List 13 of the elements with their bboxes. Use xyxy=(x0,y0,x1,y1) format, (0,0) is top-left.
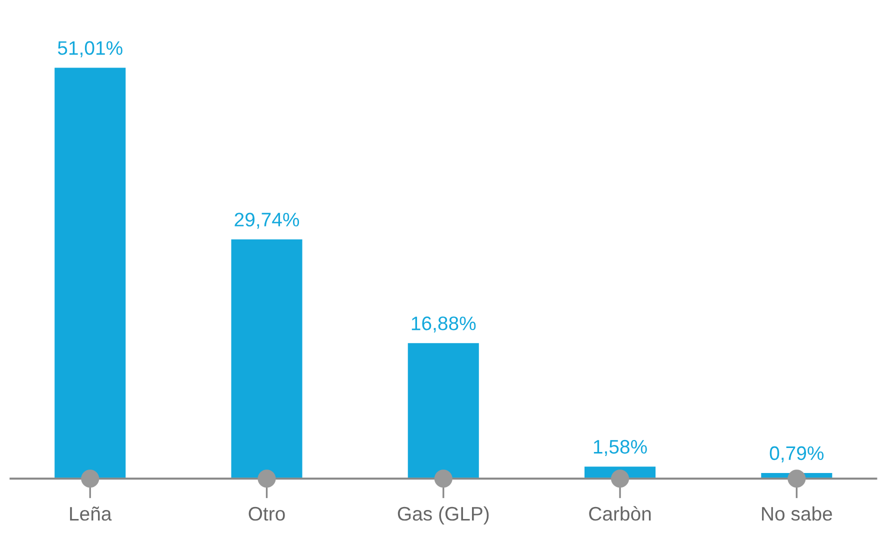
x-tick-label: Otro xyxy=(248,506,285,521)
bar xyxy=(406,342,480,479)
bar xyxy=(230,238,304,479)
bar xyxy=(53,66,128,479)
data-label: 0,79% xyxy=(770,446,824,462)
data-label: 1,58% xyxy=(594,440,647,456)
data-label: 51,01% xyxy=(58,41,122,58)
x-tick-label: Leña xyxy=(70,506,112,521)
data-label: 29,74% xyxy=(234,212,300,229)
data-label: 16,88% xyxy=(412,316,476,333)
x-tick-label: Gas (GLP) xyxy=(398,506,489,525)
x-tick-label: Carbòn xyxy=(589,506,651,521)
x-tick-label: No sabe xyxy=(762,506,832,521)
